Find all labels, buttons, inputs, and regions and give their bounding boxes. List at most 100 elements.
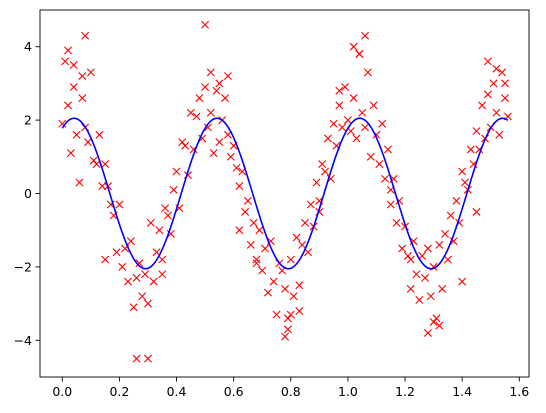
scatter-point	[329, 119, 338, 128]
scatter-point	[261, 244, 270, 253]
scatter-point	[492, 64, 501, 73]
scatter-point	[178, 138, 187, 147]
scatter-point	[252, 255, 261, 264]
scatter-point	[363, 68, 372, 77]
scatter-point	[269, 277, 278, 286]
scatter-point	[72, 130, 81, 139]
scatter-point	[392, 218, 401, 227]
x-tick-label: 0.4	[167, 384, 187, 399]
scatter-point	[61, 57, 70, 66]
scatter-point	[361, 31, 370, 40]
scatter-point	[252, 259, 261, 268]
scatter-point	[64, 101, 72, 110]
scatter-point	[283, 314, 292, 323]
scatter-point	[358, 108, 367, 117]
scatter-point	[483, 57, 492, 66]
scatter-point	[423, 328, 432, 337]
scatter-point	[135, 259, 144, 268]
scatter-point	[215, 79, 224, 88]
x-tick-label: 1.4	[452, 384, 472, 399]
y-tick-label: 2	[24, 113, 32, 128]
y-axis-ticks: −4 −2 0 2 4	[14, 39, 40, 348]
scatter-point	[101, 255, 110, 264]
scatter-point	[343, 116, 352, 125]
scatter-point	[312, 178, 321, 187]
scatter-point	[255, 226, 264, 235]
scatter-point	[435, 240, 444, 249]
y-tick-label: 0	[24, 186, 32, 201]
scatter-point	[498, 68, 507, 77]
scatter-point	[232, 163, 241, 172]
scatter-point	[235, 182, 244, 191]
x-axis-ticks: 0.0 0.2 0.4 0.6 0.8 1.0 1.2 1.4 1.6	[52, 377, 529, 399]
scatter-point	[369, 101, 378, 110]
scatter-point	[243, 196, 252, 205]
scatter-point	[406, 284, 415, 293]
scatter-point	[432, 314, 441, 323]
scatter-point	[341, 83, 350, 92]
scatter-point	[338, 123, 347, 132]
scatter-point	[155, 226, 164, 235]
scatter-point	[118, 262, 127, 271]
scatter-point	[446, 211, 455, 220]
scatter-point	[295, 281, 304, 290]
scatter-point	[443, 255, 452, 264]
scatter-point	[203, 123, 212, 132]
scatter-point	[206, 68, 215, 77]
scatter-point	[286, 255, 295, 264]
scatter-point	[172, 167, 181, 176]
scatter-point	[138, 292, 147, 301]
scatter-point	[403, 251, 412, 260]
scatter-point	[352, 134, 361, 143]
fit-curve-line	[61, 117, 509, 270]
scatter-point	[126, 237, 135, 246]
scatter-point	[423, 244, 432, 253]
scatter-point	[112, 248, 121, 257]
scatter-point	[181, 141, 190, 150]
scatter-point	[143, 354, 152, 363]
scatter-point	[201, 83, 210, 92]
scatter-point	[258, 266, 267, 275]
scatter-point	[58, 119, 67, 128]
scatter-point	[158, 270, 167, 279]
scatter-point	[412, 270, 421, 279]
scatter-point	[335, 86, 344, 95]
scatter-point	[383, 145, 392, 154]
scatter-point	[406, 255, 415, 264]
x-tick-label: 0.2	[109, 384, 129, 399]
scatter-point	[192, 112, 201, 121]
scatter-point	[263, 288, 272, 297]
scatter-point	[64, 46, 72, 55]
scatter-point	[321, 167, 330, 176]
scatter-point	[92, 160, 101, 169]
scatter-point	[386, 200, 395, 209]
scatter-point	[461, 178, 470, 187]
scatter-point	[69, 83, 78, 92]
scatter-point	[289, 292, 298, 301]
scatter-point	[429, 317, 438, 326]
scatter-point	[398, 244, 407, 253]
scatter-point	[212, 86, 221, 95]
scatter-point	[295, 306, 304, 315]
x-tick-label: 1.6	[509, 384, 529, 399]
scatter-point	[375, 160, 384, 169]
scatter-point	[241, 207, 250, 216]
scatter-point	[466, 145, 475, 154]
scatter-point	[101, 160, 110, 169]
plot-area	[58, 20, 512, 363]
scatter-point	[209, 149, 218, 158]
scatter-point	[226, 152, 235, 161]
scatter-point	[83, 138, 92, 147]
scatter-point	[281, 284, 290, 293]
scatter-point	[158, 255, 167, 264]
scatter-point	[186, 108, 195, 117]
scatter-point	[98, 182, 107, 191]
scatter-point	[306, 200, 315, 209]
fit-curve-layer	[61, 117, 509, 270]
scatter-point	[195, 94, 204, 103]
scatter-point	[66, 149, 75, 158]
scatter-point	[349, 94, 358, 103]
scatter-point	[163, 211, 172, 220]
scatter-point	[143, 299, 152, 308]
